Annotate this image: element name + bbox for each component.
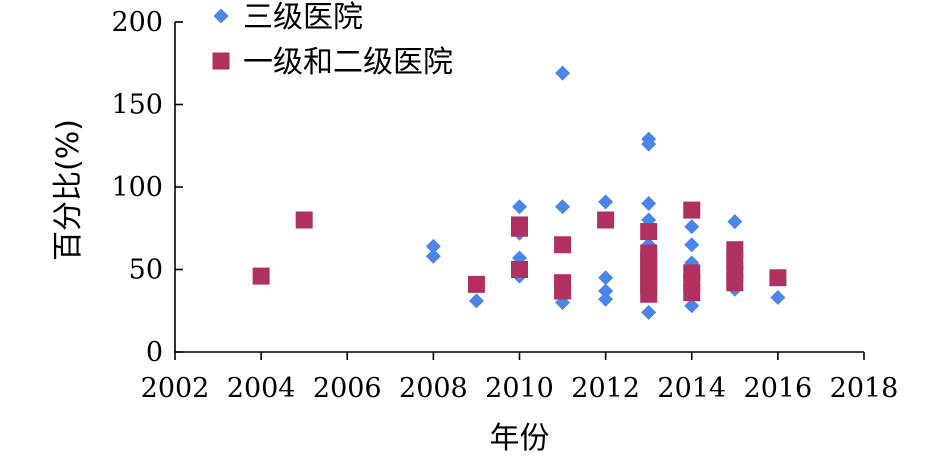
data-points <box>252 65 787 320</box>
x-tick-label: 2002 <box>141 373 210 404</box>
data-point-diamond <box>641 196 657 211</box>
x-ticks: 2002 2004 2006 2008 2010 2012 2014 2016 2018 <box>141 352 899 404</box>
data-point-diamond <box>598 283 614 299</box>
x-tick-label: 2012 <box>571 373 640 404</box>
y-axis-title: 百分比(%) <box>51 119 86 261</box>
data-point-square <box>511 219 528 237</box>
legend: 三级医院 一级和二级医院 <box>212 0 453 80</box>
data-point-square <box>554 236 572 254</box>
x-tick-label: 2018 <box>830 373 899 404</box>
data-point-square <box>597 211 615 229</box>
data-point-square <box>726 274 744 292</box>
data-point-square <box>640 285 658 303</box>
y-tick-label: 200 <box>111 7 163 38</box>
data-point-square <box>769 269 787 287</box>
data-point-diamond <box>468 293 484 309</box>
data-point-square <box>640 223 658 241</box>
legend-label-tertiary: 三级医院 <box>243 0 363 35</box>
data-point-diamond <box>598 270 614 286</box>
data-point-square <box>467 275 485 293</box>
legend-marker-diamond <box>213 8 229 24</box>
y-ticks: 0 50 100 150 200 <box>111 7 183 368</box>
y-tick-label: 150 <box>111 90 163 121</box>
data-point-diamond <box>598 291 614 307</box>
data-point-diamond <box>598 194 614 210</box>
x-tick-label: 2006 <box>313 373 382 404</box>
data-point-diamond <box>641 304 657 320</box>
legend-label-primary-secondary: 一级和二级医院 <box>243 45 453 80</box>
data-point-diamond <box>555 65 571 81</box>
data-point-diamond <box>684 237 700 253</box>
x-tick-label: 2008 <box>399 373 468 404</box>
plot-area: 0 50 100 150 200 2002 2004 2006 2008 2010 2012 201… <box>111 7 898 404</box>
data-point-diamond <box>425 248 441 264</box>
data-point-square <box>683 284 701 302</box>
data-point-diamond <box>555 199 571 215</box>
data-point-diamond <box>425 238 441 254</box>
data-point-diamond <box>684 219 700 235</box>
legend-marker-square <box>212 52 230 70</box>
legend-item-tertiary: 三级医院 <box>213 0 363 35</box>
y-tick-label: 0 <box>146 337 163 368</box>
data-point-diamond <box>727 214 743 230</box>
data-point-square <box>252 267 270 285</box>
data-point-square <box>511 261 528 278</box>
y-tick-label: 100 <box>111 172 163 203</box>
data-point-diamond <box>641 136 657 152</box>
data-point-square <box>683 201 701 219</box>
x-tick-label: 2014 <box>657 373 726 404</box>
data-point-diamond <box>770 290 786 306</box>
series-primary-secondary <box>252 201 787 303</box>
data-point-diamond <box>512 199 527 215</box>
legend-item-primary-secondary: 一级和二级医院 <box>212 45 453 80</box>
x-tick-label: 2010 <box>485 373 554 404</box>
x-tick-label: 2016 <box>744 373 813 404</box>
x-tick-label: 2004 <box>227 373 296 404</box>
data-point-diamond <box>684 298 700 314</box>
x-axis-title: 年份 <box>490 421 550 456</box>
data-point-square <box>554 282 572 300</box>
data-point-square <box>295 211 313 229</box>
y-tick-label: 50 <box>129 255 163 286</box>
